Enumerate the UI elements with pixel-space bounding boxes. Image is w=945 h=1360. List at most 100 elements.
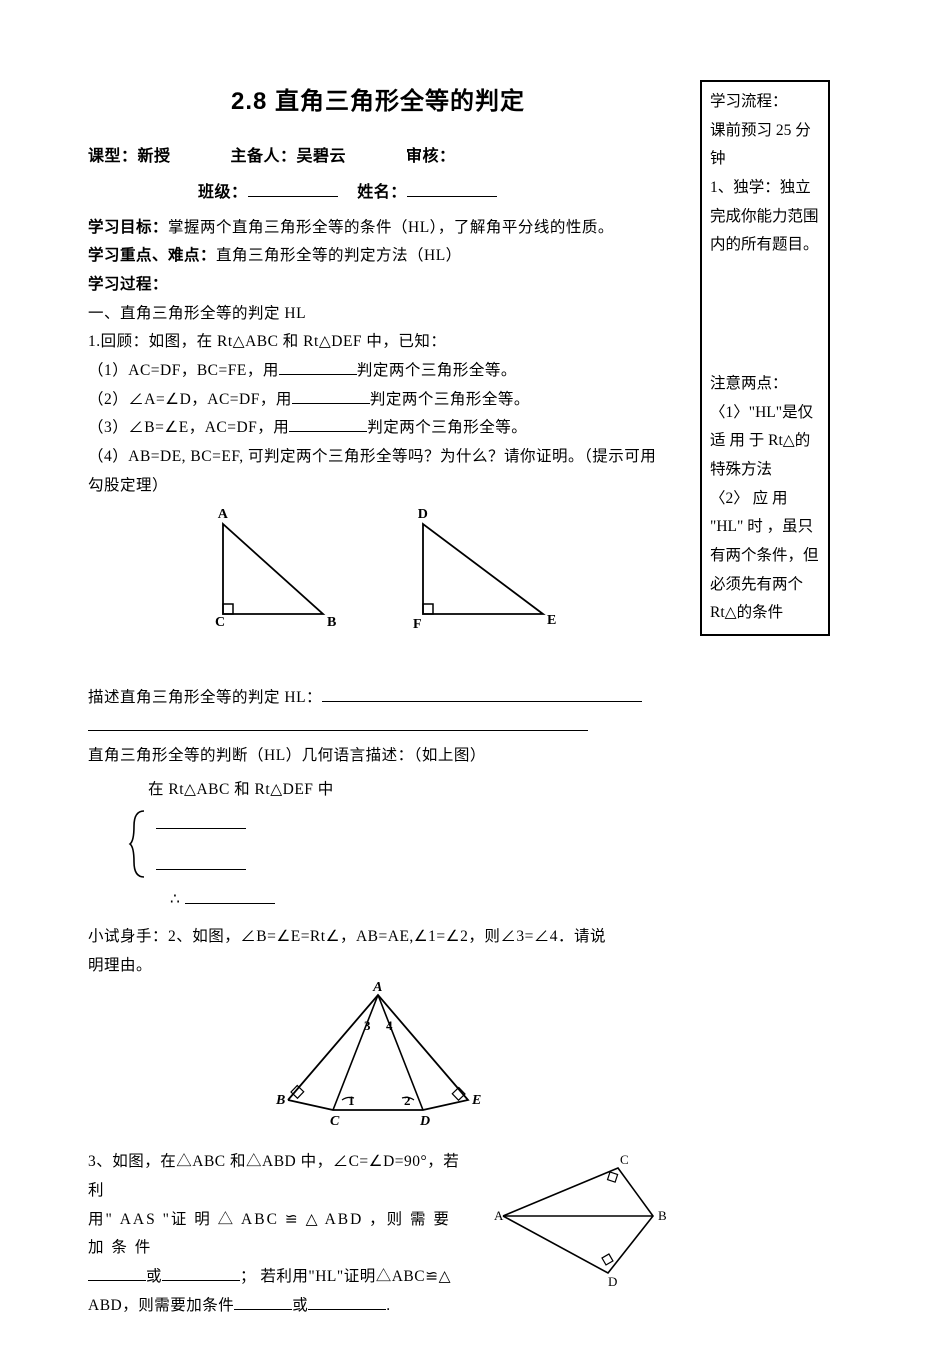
q3-d: ； 若利用"HL"证明△ABC≌△ [240, 1268, 451, 1285]
review-label: 审核： [406, 142, 456, 172]
q3-f: 或 [292, 1297, 308, 1314]
svg-text:3: 3 [364, 1018, 371, 1033]
triangles-figure-row: A C B D F E [88, 504, 668, 634]
q1-3-tail: 判定两个三角形全等。 [367, 419, 527, 436]
prepared-by: 主备人：吴碧云 [231, 142, 347, 172]
describe-blank2 [88, 716, 588, 731]
class-label: 班级： [198, 184, 248, 201]
q3-row: 3、如图，在△ABC 和△ABD 中，∠C=∠D=90°，若利 用" AAS "… [88, 1148, 668, 1320]
focus-line: 学习重点、难点：直角三角形全等的判定方法（HL） [88, 242, 668, 271]
svg-text:B: B [275, 1093, 286, 1108]
svg-text:A: A [372, 980, 383, 995]
left-brace-icon [128, 809, 150, 879]
name-blank [407, 182, 497, 197]
q1-4a: （4）AB=DE, BC=EF, 可判定两个三角形全等吗？为什么？请你证明。（提… [88, 443, 668, 472]
q1-intro: 1.回顾：如图，在 Rt△ABC 和 Rt△DEF 中，已知： [88, 328, 668, 357]
q1-3-text: （3）∠B=∠E，AC=DF，用 [88, 419, 289, 436]
q3-line4: ABD，则需要加条件或. [88, 1292, 470, 1321]
svg-text:2: 2 [404, 1093, 411, 1108]
geo-lang-label: 直角三角形全等的判断（HL）几何语言描述：（如上图） [88, 742, 668, 771]
course-type: 课型：新授 [88, 142, 171, 172]
svg-text:E: E [547, 613, 557, 628]
q3-line2: 用" AAS "证 明 △ ABC ≌ △ ABD ，则 需 要 加 条 件 [88, 1206, 470, 1263]
svg-text:A: A [494, 1208, 504, 1223]
q1-3: （3）∠B=∠E，AC=DF，用 判定两个三角形全等。 [88, 414, 668, 443]
q1-2-text: （2）∠A=∠D，AC=DF，用 [88, 391, 292, 408]
brace-body [150, 809, 252, 882]
q1-2-tail: 判定两个三角形全等。 [370, 391, 530, 408]
notes-label: 注意两点： [710, 370, 820, 399]
focus-text: 直角三角形全等的判定方法（HL） [216, 247, 462, 264]
q2-line1: 小试身手：2、如图，∠B=∠E=Rt∠，AB=AE,∠1=∠2，则∠3=∠4．请… [88, 923, 668, 952]
focus-label: 学习重点、难点： [88, 247, 216, 264]
svg-text:E: E [471, 1093, 482, 1108]
flow-label: 学习流程： [710, 88, 820, 117]
brace-blank2 [156, 855, 246, 870]
class-name-row: 班级： 姓名： [88, 178, 668, 208]
svg-text:B: B [327, 615, 337, 630]
therefore-blank [185, 889, 275, 904]
spacer2 [88, 1130, 668, 1148]
svg-text:D: D [608, 1274, 618, 1288]
triangle-abc: A C B [193, 504, 343, 634]
geo-line1: 在 Rt△ABC 和 Rt△DEF 中 [128, 776, 668, 805]
q2-line2: 明理由。 [88, 952, 668, 981]
therefore-symbol: ∴ [170, 891, 180, 908]
note-2: 〈2〉 应 用 "HL" 时 ，虽只有两个条件，但必须先有两个 Rt△的条件 [710, 485, 820, 628]
q3-blank3 [234, 1295, 292, 1310]
svg-text:C: C [215, 615, 226, 630]
describe-hl-label: 描述直角三角形全等的判定 HL： [88, 689, 322, 706]
meta-row: 课型：新授 主备人：吴碧云 审核： [88, 142, 668, 172]
q3-c: 或 [146, 1268, 162, 1285]
spacer [88, 644, 668, 684]
goal-line: 学习目标：掌握两个直角三角形全等的条件（HL），了解角平分线的性质。 [88, 214, 668, 243]
q1-3-blank [289, 417, 367, 432]
section-1-title: 一、直角三角形全等的判定 HL [88, 300, 668, 329]
q1-1: （1）AC=DF，BC=FE，用 判定两个三角形全等。 [88, 357, 668, 386]
sidebar: 学习流程： 课前预习 25 分钟 1、独学：独立完成你能力范围内的所有题目。 注… [700, 80, 830, 636]
q2-figure: A B E C D 3 4 1 2 [268, 980, 488, 1130]
main-column: 2.8 直角三角形全等的判定 课型：新授 主备人：吴碧云 审核： 班级： 姓名：… [88, 80, 668, 1320]
q1-1-tail: 判定两个三角形全等。 [357, 362, 517, 379]
side-block-1: 学习流程： 课前预习 25 分钟 1、独学：独立完成你能力范围内的所有题目。 [710, 88, 820, 260]
q1-1-text: （1）AC=DF，BC=FE，用 [88, 362, 279, 379]
q2-figure-wrap: A B E C D 3 4 1 2 [88, 980, 668, 1130]
q3-blank2 [162, 1266, 240, 1281]
q3-b: 用" AAS "证 明 △ ABC ≌ △ ABD ，则 需 要 加 条 件 [88, 1211, 451, 1257]
svg-text:A: A [218, 507, 229, 522]
name-label: 姓名： [357, 184, 407, 201]
goal-text: 掌握两个直角三角形全等的条件（HL），了解角平分线的性质。 [168, 219, 614, 236]
q1-1-blank [279, 360, 357, 375]
therefore-line: ∴ [128, 886, 668, 915]
q3-blank4 [308, 1295, 386, 1310]
svg-text:1: 1 [348, 1093, 355, 1108]
flow-1: 课前预习 25 分钟 [710, 117, 820, 174]
q3-figure: A B C D [488, 1148, 668, 1288]
q3-e: ABD，则需要加条件 [88, 1297, 234, 1314]
flow-2: 1、独学：独立完成你能力范围内的所有题目。 [710, 174, 820, 260]
page-title: 2.8 直角三角形全等的判定 [88, 80, 668, 124]
q1-2: （2）∠A=∠D，AC=DF，用 判定两个三角形全等。 [88, 386, 668, 415]
q3-a: 3、如图，在△ABC 和△ABD 中，∠C=∠D=90°，若利 [88, 1148, 470, 1205]
svg-text:F: F [413, 617, 422, 632]
triangle-def: D F E [393, 504, 563, 634]
svg-text:D: D [418, 507, 429, 522]
q1-4b: 勾股定理） [88, 472, 668, 501]
svg-text:B: B [658, 1208, 667, 1223]
describe-hl-line2 [88, 713, 668, 742]
brace-blank1 [156, 814, 246, 829]
process-label: 学习过程： [88, 271, 668, 300]
describe-blank1 [322, 687, 642, 702]
note-1: 〈1〉"HL"是仅 适 用 于 Rt△的特殊方法 [710, 399, 820, 485]
svg-text:4: 4 [386, 1018, 393, 1033]
q3-blank1 [88, 1266, 146, 1281]
describe-hl: 描述直角三角形全等的判定 HL： [88, 684, 668, 713]
goal-label: 学习目标： [88, 219, 168, 236]
svg-text:D: D [419, 1114, 431, 1129]
q1-2-blank [292, 389, 370, 404]
class-blank [248, 182, 338, 197]
svg-text:C: C [330, 1114, 340, 1129]
svg-text:C: C [620, 1152, 629, 1167]
side-block-2: 注意两点： 〈1〉"HL"是仅 适 用 于 Rt△的特殊方法 〈2〉 应 用 "… [710, 370, 820, 628]
brace-wrap [128, 809, 668, 882]
